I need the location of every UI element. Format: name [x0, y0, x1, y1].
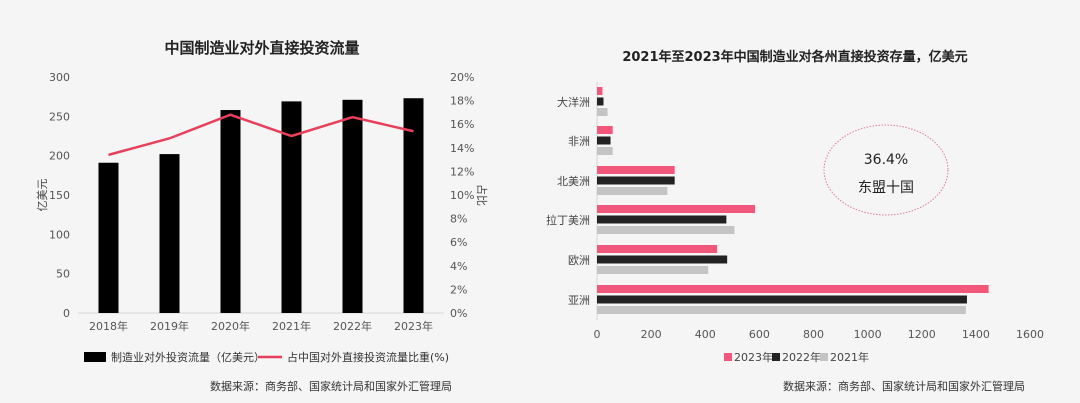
bar-2019年	[159, 154, 180, 313]
asean-annotation-ellipse	[823, 124, 949, 216]
bar-2018年	[98, 162, 119, 313]
right-chart-source: 数据来源：商务部、国家统计局和国家外汇管理局	[783, 380, 1025, 393]
bar-2021年	[281, 101, 302, 314]
right-y-tick: 2%	[450, 283, 467, 296]
right-chart-title: 2021年至2023年中国制造业对各州直接投资存量，亿美元	[622, 49, 967, 65]
legend-bar-label: 制造业对外投资流量（亿美元）	[111, 350, 265, 364]
left-y-tick: 50	[56, 268, 70, 281]
right-y-tick: 14%	[450, 142, 474, 155]
category-label: 拉丁美洲	[546, 213, 590, 227]
left-chart-source: 数据来源：商务部、国家统计局和国家外汇管理局	[210, 380, 452, 393]
bar-2020年	[220, 110, 241, 313]
right-x-tick: 600	[749, 328, 770, 341]
right-y-tick: 10%	[450, 189, 474, 202]
right-y-tick: 6%	[450, 236, 467, 249]
left-chart-title: 中国制造业对外直接投资流量	[164, 39, 359, 57]
asean-annotation-label: 东盟十国	[858, 180, 914, 196]
legend-swatch-2023年	[724, 353, 732, 361]
right-x-tick: 800	[803, 328, 824, 341]
left-y-tick: 100	[49, 228, 70, 241]
bar-大洋洲-2021年	[597, 108, 608, 116]
left-y-tick: 150	[49, 189, 70, 202]
bar-北美洲-2022年	[597, 176, 675, 185]
bar-北美洲-2021年	[597, 187, 668, 195]
left-x-tick: 2021年	[272, 319, 311, 333]
right-y-tick: 18%	[450, 95, 474, 108]
legend-line-label: 占中国对外直接投资流量比重(%)	[287, 350, 449, 364]
bar-拉丁美洲-2023年	[597, 205, 756, 213]
right-x-tick: 1200	[908, 328, 936, 341]
bar-欧洲-2023年	[597, 245, 718, 253]
right-x-tick: 1600	[1016, 328, 1044, 341]
bar-亚洲-2021年	[597, 306, 966, 314]
category-label: 大洋洲	[557, 95, 590, 109]
bar-亚洲-2023年	[597, 285, 989, 293]
legend-label-2023年: 2023年	[734, 350, 773, 364]
left-y-tick: 200	[49, 150, 70, 163]
right-x-tick: 1400	[962, 328, 990, 341]
bar-拉丁美洲-2022年	[597, 215, 727, 224]
left-y-tick: 0	[63, 307, 70, 320]
left-y-tick: 250	[49, 110, 70, 123]
category-label: 北美洲	[557, 175, 590, 188]
bar-非洲-2021年	[597, 147, 613, 155]
bar-欧洲-2022年	[597, 255, 728, 264]
legend-swatch-2021年	[820, 353, 828, 361]
bar-非洲-2022年	[597, 136, 611, 145]
bar-非洲-2023年	[597, 126, 613, 134]
left-x-tick: 2023年	[394, 319, 433, 333]
legend-bar-swatch	[84, 352, 106, 362]
legend-label-2022年: 2022年	[782, 350, 821, 364]
right-y-tick: 0%	[450, 307, 467, 320]
left-y-label: 亿美元	[36, 179, 49, 212]
right-x-tick: 0	[594, 328, 601, 341]
left-x-tick: 2022年	[333, 319, 372, 333]
right-y-tick: 20%	[450, 71, 474, 84]
right-y-tick: 16%	[450, 118, 474, 131]
asean-annotation-value: 36.4%	[864, 152, 908, 168]
right-x-tick: 1000	[854, 328, 882, 341]
bar-大洋洲-2022年	[597, 97, 604, 106]
bar-北美洲-2023年	[597, 166, 675, 174]
right-y-tick: 12%	[450, 165, 474, 178]
legend-label-2021年: 2021年	[830, 350, 869, 364]
category-label: 欧洲	[568, 254, 590, 267]
right-y-tick: 4%	[450, 260, 467, 273]
bar-欧洲-2021年	[597, 266, 709, 274]
right-y-tick: 8%	[450, 213, 467, 226]
bar-拉丁美洲-2021年	[597, 226, 735, 234]
bar-2023年	[403, 98, 424, 314]
right-x-tick: 200	[641, 328, 662, 341]
left-x-tick: 2020年	[211, 319, 250, 333]
category-label: 亚洲	[568, 294, 590, 307]
left-x-tick: 2018年	[89, 319, 128, 333]
left-x-tick: 2019年	[150, 319, 189, 333]
bar-亚洲-2022年	[597, 295, 967, 304]
left-y-tick: 300	[49, 71, 70, 84]
legend-swatch-2022年	[772, 353, 780, 361]
bar-大洋洲-2023年	[597, 87, 603, 95]
share-line	[108, 113, 414, 157]
right-y-label: 占比	[475, 184, 489, 206]
right-x-tick: 400	[695, 328, 716, 341]
bar-2022年	[342, 99, 363, 314]
category-label: 非洲	[568, 135, 590, 148]
